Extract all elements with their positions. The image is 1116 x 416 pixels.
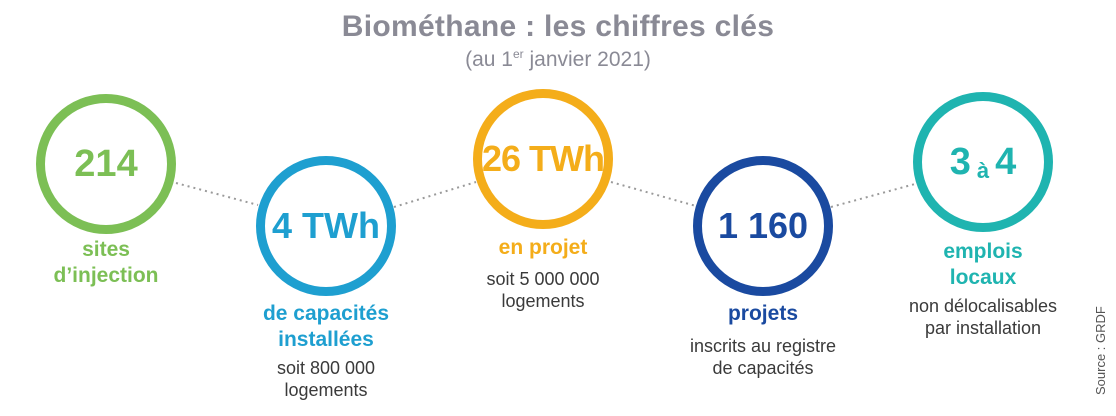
stat-value: 1 160	[717, 205, 809, 246]
stat-circle-installed-capacity: 4 TWh	[256, 156, 396, 296]
stat-label-projects: projets	[727, 302, 798, 325]
stat-desc-installed-capacity: soit 800 000 logements	[276, 358, 376, 400]
stat-label-injection-sites: sites d’injection	[53, 238, 159, 287]
stat-desc-local-jobs: non délocalisables par installation	[908, 296, 1058, 338]
stat-label-installed-capacity: de capacités installées	[262, 302, 390, 351]
page-title: Biométhane : les chiffres clés	[341, 10, 775, 43]
connector-1-2	[175, 182, 259, 206]
stat-value: 26 TWh	[482, 138, 605, 179]
stat-circle-project-capacity: 26 TWh	[473, 89, 613, 229]
page-subtitle: (au 1er janvier 2021)	[465, 47, 651, 71]
stat-desc-project-capacity: soit 5 000 000 logements	[486, 269, 600, 311]
stat-value: 214	[74, 142, 138, 185]
connector-4-5	[830, 183, 916, 208]
stat-value: 4 TWh	[272, 205, 380, 246]
stat-label-project-capacity: en projet	[498, 236, 588, 259]
stat-desc-projects: inscrits au registre de capacités	[689, 336, 837, 378]
stat-circle-projects: 1 160	[693, 156, 833, 296]
stat-label-local-jobs: emplois locaux	[943, 240, 1023, 289]
source-credit: Source : GRDF	[1093, 306, 1108, 395]
stat-circle-injection-sites: 214	[36, 94, 176, 234]
connector-2-3	[393, 181, 477, 208]
connector-3-4	[610, 181, 697, 207]
